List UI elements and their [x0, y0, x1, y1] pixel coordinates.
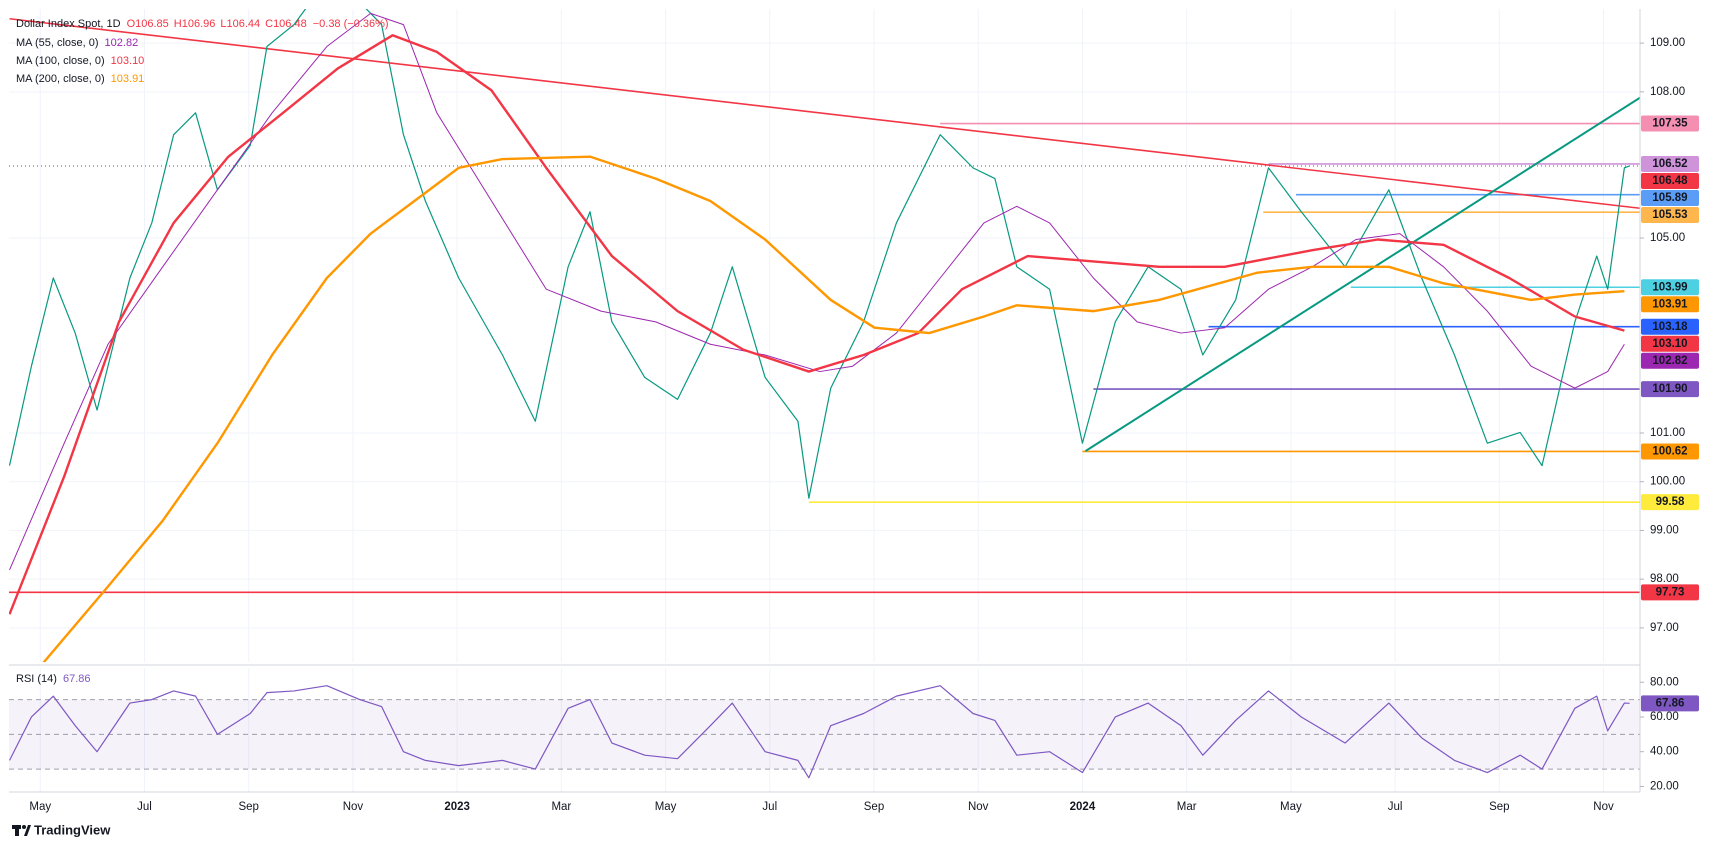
x-tick-label: Nov: [968, 801, 989, 813]
price-tag-label: 105.53: [1652, 209, 1687, 221]
x-tick-label: Nov: [343, 801, 364, 813]
brand-logo: [12, 825, 31, 836]
price-tag: [1641, 189, 1699, 206]
legend-value: 102.82: [105, 37, 139, 49]
price-tag: [1641, 352, 1699, 369]
x-tick-label: Sep: [238, 801, 258, 813]
price-tag: [1641, 155, 1699, 172]
y-tick-label: 109.00: [1650, 37, 1685, 49]
legend-value: 103.10: [111, 55, 145, 67]
legend-name: MA (55, close, 0): [16, 37, 99, 49]
y-tick-label: 99.00: [1650, 524, 1679, 536]
x-tick-label: 2023: [444, 801, 470, 813]
trendline: [1085, 96, 1640, 452]
x-tick-label: Jul: [137, 801, 152, 813]
x-tick-label: Mar: [1177, 801, 1197, 813]
x-tick-label: Sep: [1489, 801, 1509, 813]
price-tag-label: 100.62: [1652, 446, 1687, 458]
price-tag: [1641, 443, 1699, 460]
legend-value: 103.91: [111, 73, 145, 85]
price-tag-label: 103.10: [1652, 338, 1687, 350]
logo-stem: [15, 825, 19, 836]
y-tick-label: 60.00: [1650, 711, 1679, 723]
price-tag: [1641, 584, 1699, 601]
open-value: O106.85: [127, 18, 169, 30]
price-tag: [1641, 335, 1699, 352]
legend-name: MA (200, close, 0): [16, 73, 105, 85]
rsi-pane: [9, 668, 1640, 792]
x-tick-label: Jul: [1388, 801, 1403, 813]
logo-slash: [24, 825, 31, 836]
legend-entry: MA (100, close, 0) 103.10: [16, 55, 144, 67]
price-tag: [1641, 279, 1699, 296]
x-tick-label: Mar: [551, 801, 571, 813]
price-tag-label: 106.52: [1652, 158, 1687, 170]
price-tag-label: 103.99: [1652, 281, 1687, 293]
y-tick-label: 97.00: [1650, 622, 1679, 634]
price-tag: [1641, 381, 1699, 398]
trendline: [9, 17, 1640, 210]
price-tag-label: 67.86: [1656, 697, 1685, 709]
price-tag-label: 106.48: [1652, 175, 1688, 187]
legend-name: MA (100, close, 0): [16, 55, 105, 67]
legend-entry: RSI (14) 67.86: [16, 673, 91, 685]
low-value: L106.44: [220, 18, 260, 30]
x-tick-label: May: [655, 801, 677, 813]
price-tag-label: 103.18: [1652, 321, 1688, 333]
x-tick-label: Jul: [762, 801, 777, 813]
y-tick-label: 40.00: [1650, 746, 1679, 758]
chart-legend: Dollar Index Spot, 1D O106.85 H106.96 L106.…: [16, 18, 389, 30]
price-tag-label: 99.58: [1656, 496, 1685, 508]
logo-dot: [22, 825, 26, 829]
legend-entry: MA (200, close, 0) 103.91: [16, 73, 144, 85]
price-pane: [9, 9, 1640, 662]
price-tag-label: 101.90: [1652, 383, 1687, 395]
price-tag-label: 107.35: [1652, 118, 1688, 130]
x-tick-label: Sep: [864, 801, 884, 813]
price-tag-label: 102.82: [1652, 355, 1687, 367]
legend-value: 67.86: [63, 673, 91, 685]
price-tag: [1641, 172, 1699, 189]
rsi-line: [9, 685, 1630, 779]
pane-title: RSI (14): [16, 673, 57, 685]
price-tag: [1641, 494, 1699, 511]
price-tag-label: 103.91: [1652, 298, 1688, 310]
price-tag: [1641, 115, 1699, 132]
moving-average-line: [42, 155, 1625, 662]
price-tag: [1641, 206, 1699, 223]
high-value: H106.96: [174, 18, 216, 30]
y-tick-label: 100.00: [1650, 476, 1685, 488]
x-tick-label: May: [29, 801, 51, 813]
price-line: [9, 9, 1630, 499]
x-tick-label: May: [1280, 801, 1302, 813]
price-tag-label: 97.73: [1656, 586, 1685, 598]
y-tick-label: 108.00: [1650, 86, 1685, 98]
change-value: −0.38 (−0.36%): [313, 18, 389, 30]
y-tick-label: 20.00: [1650, 780, 1679, 792]
chart-title: Dollar Index Spot, 1D: [16, 18, 121, 30]
brand-name: TradingView: [34, 822, 111, 837]
y-tick-label: 80.00: [1650, 676, 1679, 688]
close-value: C106.48: [265, 18, 307, 30]
x-tick-label: Nov: [1593, 801, 1614, 813]
moving-average-line: [9, 12, 1625, 571]
price-tag: [1641, 296, 1699, 313]
y-tick-label: 101.00: [1650, 427, 1685, 439]
y-tick-label: 105.00: [1650, 232, 1685, 244]
moving-average-line: [9, 34, 1625, 615]
price-tag-label: 105.89: [1652, 192, 1687, 204]
legend-entry: MA (55, close, 0) 102.82: [16, 37, 138, 49]
price-tag: [1641, 695, 1699, 712]
price-tag: [1641, 318, 1699, 335]
y-tick-label: 98.00: [1650, 573, 1679, 585]
x-tick-label: 2024: [1070, 801, 1096, 813]
